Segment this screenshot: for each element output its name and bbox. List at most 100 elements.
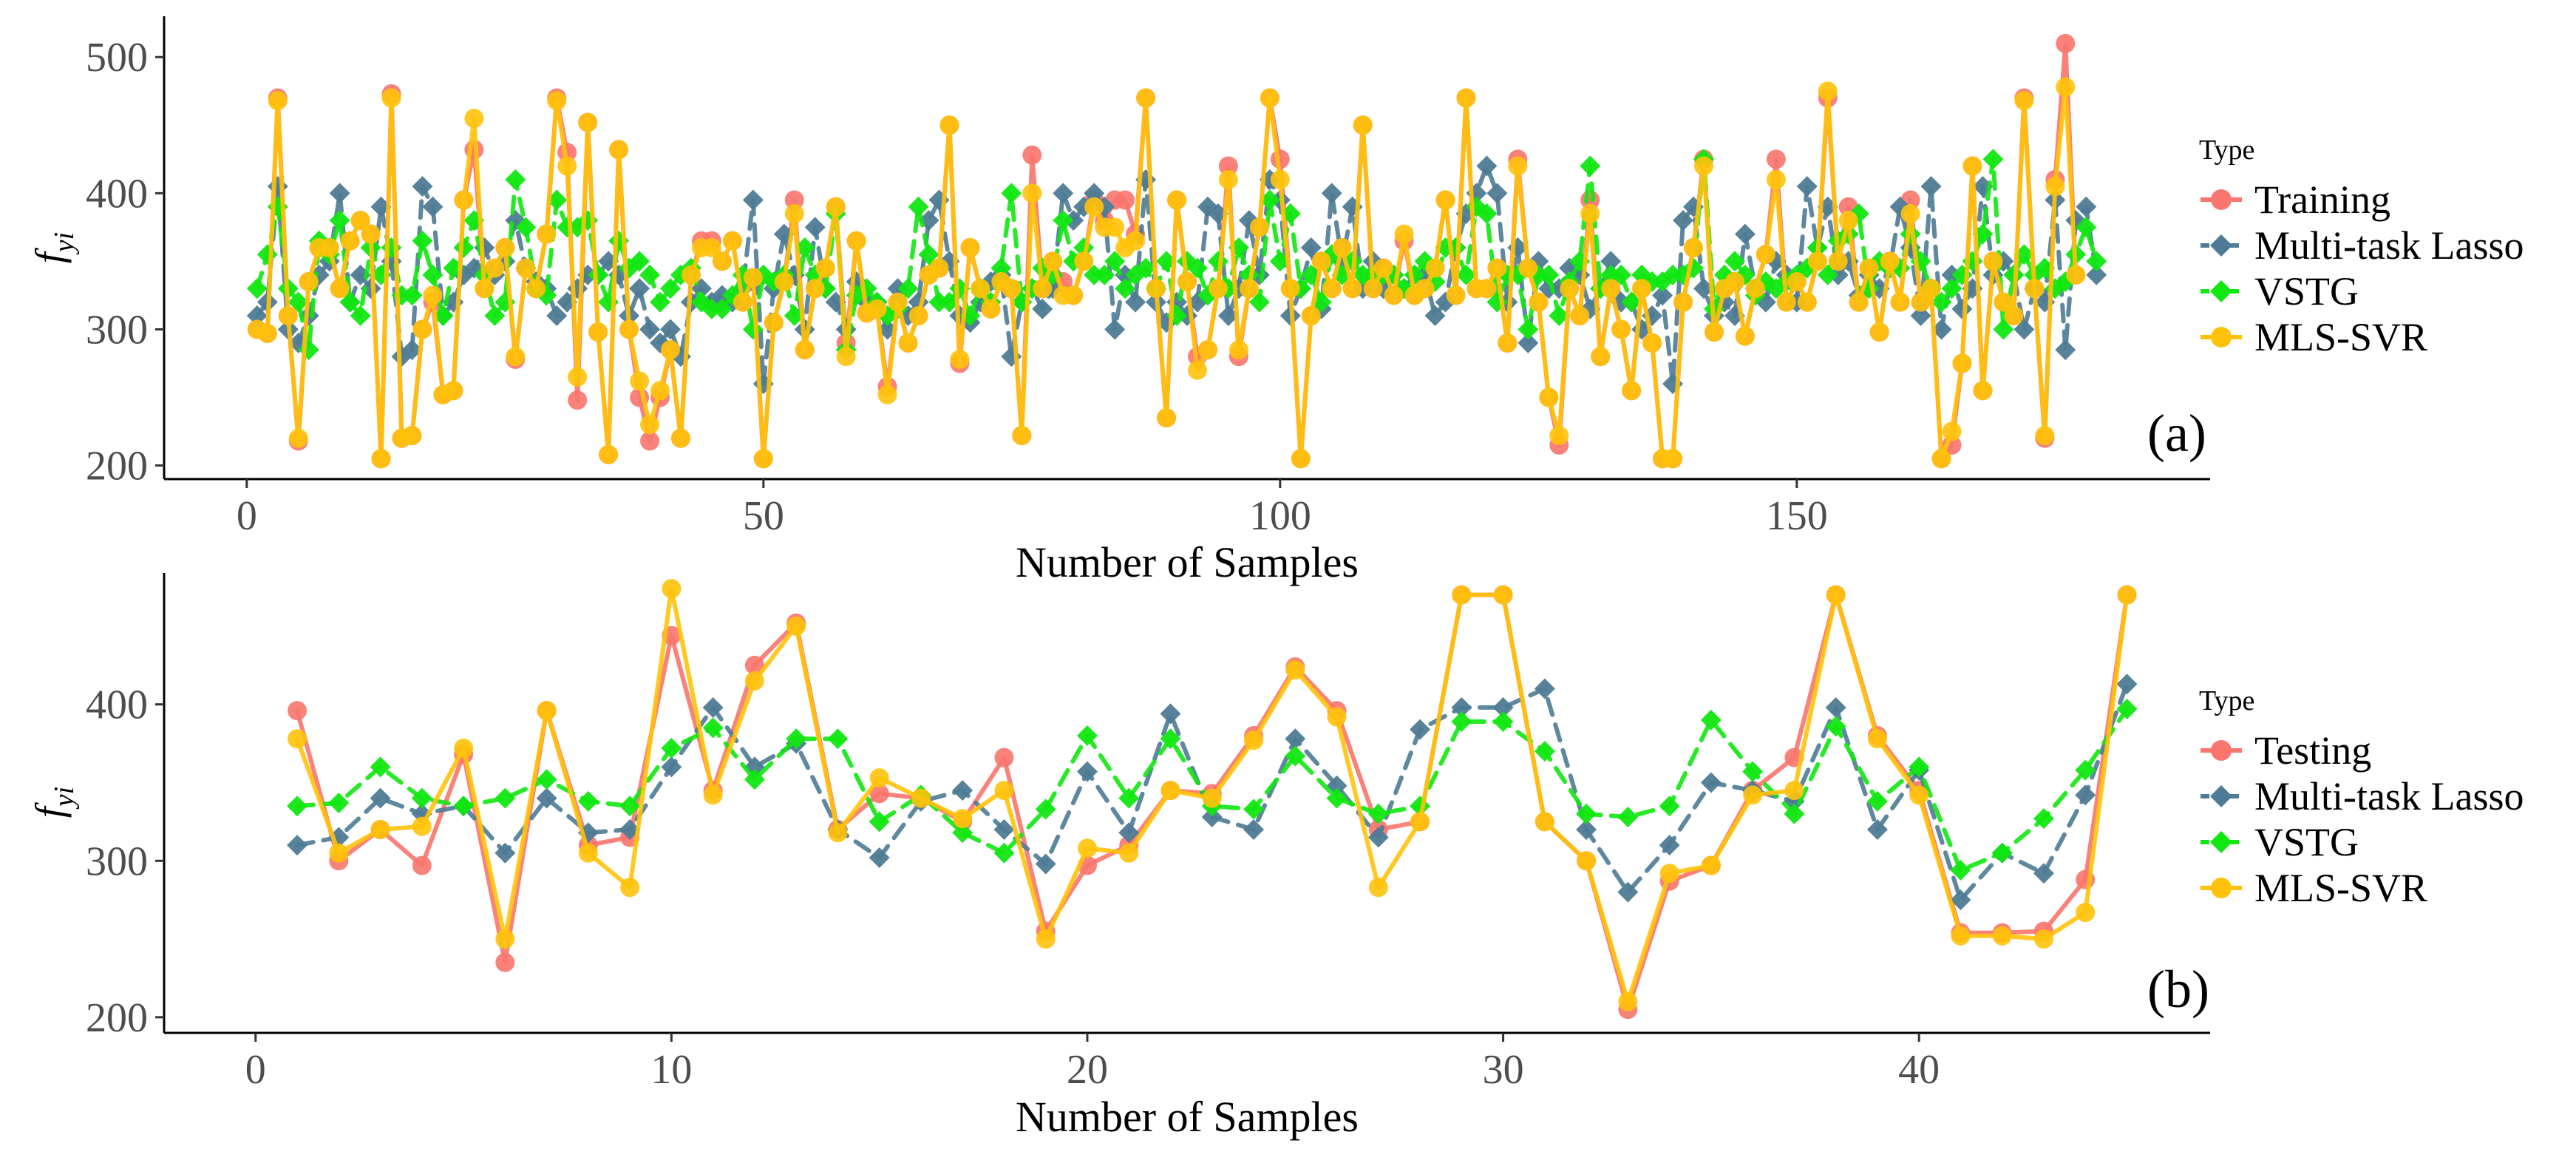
panel-a-mls-svr-point (764, 313, 784, 333)
panel-a-vstg-point (1611, 264, 1632, 285)
panel-a-mls-svr-point (1859, 258, 1879, 278)
panel-b-vstg-point (1700, 709, 1722, 730)
panel-b-mls-svr-point (1701, 855, 1721, 875)
panel-a-mls-svr-point (599, 444, 619, 464)
panel-a-legend-key-marker (2211, 327, 2232, 347)
panel-b-multi-task-lasso-point (1160, 703, 1181, 725)
panel-a-mls-svr-point (1983, 251, 2003, 271)
panel-a-mls-svr-point (1249, 217, 1269, 237)
panel-a-vstg-point (1941, 278, 1962, 299)
panel-a-mls-svr-point (1177, 272, 1197, 292)
panel-a-multi-task-lasso-point (1652, 285, 1673, 306)
panel-b-mls-svr-point (1826, 585, 1846, 605)
panel-a-mls-svr-point (2014, 91, 2034, 111)
panel-b-vstg-point (1659, 796, 1680, 817)
panel-b-multi-task-lasso-point (661, 756, 682, 778)
panel-a-multi-task-lasso-point (329, 183, 350, 204)
panel-b-mls-svr-point (786, 616, 806, 636)
panel-a-vstg-point (1982, 149, 2004, 170)
panel-b-mls-svr-point (1743, 785, 1763, 805)
panel-b-multi-task-lasso-point (1076, 761, 1098, 782)
panel-a-mls-svr-point (681, 265, 701, 285)
panel-a-mls-svr-point (1301, 306, 1321, 326)
panel-b-vstg-point (1991, 842, 2013, 864)
panel-b-mls-svr-point (1119, 843, 1139, 863)
panel-a-vstg-point (505, 169, 526, 190)
panel-a-mls-svr-point (319, 238, 339, 257)
panel-b-legend-key-marker (2210, 831, 2232, 853)
panel-b-legend-key-marker (2211, 878, 2232, 898)
panel-b-vstg-point (2033, 808, 2054, 830)
panel-b-vstg-point (1742, 761, 1764, 782)
panel-a-vstg-point (1931, 291, 1952, 313)
panel-a-vstg-point (1518, 319, 1539, 340)
panel-b-mls-svr-point (869, 768, 889, 788)
panel-b-vstg-point (1866, 790, 1888, 812)
panel-b-mls-svr-point (1368, 878, 1388, 898)
panel-a-mls-svr-point (299, 272, 319, 292)
panel-a-mls-svr-point (1911, 292, 1931, 312)
panel-b-x-tick-label: 20 (1067, 1047, 1108, 1093)
panel-a-mls-svr-point (1012, 426, 1032, 446)
panel-a-ticks: 200 300 400 500 0 50 100 150 (86, 35, 1828, 539)
panel-a-mls-svr-point (444, 381, 463, 401)
panel-a-mls-svr-point (1663, 449, 1683, 469)
panel-b-multi-task-lasso-point (1492, 696, 1514, 718)
panel-a-multi-task-lasso-point (1673, 210, 1694, 231)
panel-b-multi-task-lasso-point (1367, 827, 1389, 848)
panel-a-mls-svr-point (257, 323, 277, 343)
panel-b-testing-point (412, 855, 432, 875)
panel-b-vstg-point (1243, 798, 1265, 820)
panel-a-mls-svr-point (1756, 245, 1775, 265)
panel-a-mls-svr-point (1673, 292, 1693, 312)
panel-b-multi-task-lasso-point (1950, 889, 1971, 911)
panel-a-mls-svr-point (2066, 265, 2086, 285)
panel-a-training-point (1766, 149, 1786, 169)
panel-a-vstg-point (339, 291, 361, 313)
panel-b-x-tick-label: 30 (1483, 1047, 1524, 1093)
panel-b-vstg-point (869, 811, 890, 833)
panel-a-legend-item-multi-task-lasso: Multi-task Lasso (2201, 223, 2524, 268)
panel-b-mls-svr-point (1244, 730, 1264, 750)
panel-a-mls-svr-point (1415, 279, 1435, 299)
panel-a-multi-task-lasso-point (2086, 264, 2107, 285)
panel-b-vstg-point (1160, 728, 1181, 750)
panel-a-mls-svr-point (1684, 238, 1704, 257)
panel-a-mls-svr-point (2035, 426, 2055, 446)
panel-b-mls-svr-point (1452, 585, 1472, 605)
panel-a-multi-task-lasso-point (401, 339, 423, 361)
panel-a-mls-svr-point (1105, 217, 1125, 237)
panel-a-mls-svr-point (1167, 190, 1187, 210)
panel-b-mls-svr-point (2033, 929, 2053, 949)
panel-b-mls-svr-point (1867, 729, 1887, 749)
panel-a-vstg-point (1186, 257, 1208, 279)
panel-a-mls-svr-point (1632, 279, 1652, 299)
panel-b-multi-task-lasso-point (2033, 863, 2054, 884)
panel-a-mls-svr-point (971, 279, 990, 299)
panel-a-multi-task-lasso-point (1104, 319, 1126, 340)
panel-b-mls-svr-point (1659, 864, 1679, 884)
panel-a-mls-svr-point (1508, 156, 1528, 176)
panel-a-mls-svr-point (454, 190, 474, 210)
panel-a-mls-svr-point (1425, 258, 1445, 278)
panel-a-mls-svr-point (2056, 77, 2076, 97)
panel-b-legend-item-multi-task-lasso: Multi-task Lasso (2201, 774, 2524, 818)
panel-a-mls-svr-point (588, 322, 608, 342)
panel-a-mls-svr-point (1611, 319, 1631, 339)
panel-b-legend-key-marker (2211, 740, 2232, 761)
panel-a-mls-svr-point (609, 140, 629, 160)
panel-b-series (287, 579, 2138, 1020)
panel-a-mls-svr-point (1942, 421, 1962, 441)
panel-a-mls-svr-point (1260, 88, 1279, 108)
panel-a-mls-svr-point (1456, 88, 1476, 108)
panel-b-multi-task-lasso-point (1451, 696, 1472, 718)
panel-a-mls-svr-point (1043, 251, 1063, 271)
panel-b-vstg-point (661, 737, 682, 759)
panel-a-mls-svr-point (402, 426, 422, 446)
panel-a-mls-svr-point (1074, 251, 1094, 271)
panel-a-vstg-point (650, 291, 671, 313)
panel-b-vstg-point (1784, 803, 1805, 824)
panel-a-mls-svr-point (1529, 292, 1549, 312)
panel-b-testing-point (869, 784, 889, 804)
